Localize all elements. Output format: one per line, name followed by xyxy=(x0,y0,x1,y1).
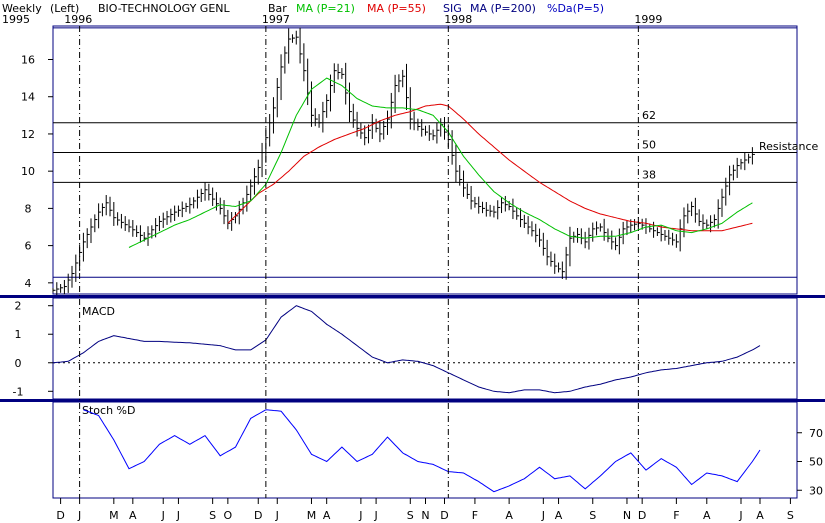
month-label: A xyxy=(703,509,711,522)
price-y-tick-label: 12 xyxy=(21,128,35,141)
year-labels: 1995 1996 1997 1998 1999 xyxy=(2,13,662,26)
stoch-panel-frame xyxy=(52,401,798,499)
month-label: S xyxy=(787,509,794,522)
month-label: D xyxy=(254,509,262,522)
year-label: 1996 xyxy=(64,13,92,26)
fib-level-label: 38 xyxy=(642,168,656,181)
month-label: J xyxy=(176,509,180,522)
month-label: N xyxy=(421,509,429,522)
price-y-tick-label: 16 xyxy=(21,54,35,67)
month-label: A xyxy=(555,509,563,522)
month-label: J xyxy=(358,509,362,522)
price-y-tick-label: 8 xyxy=(25,202,32,215)
price-y-tick-label: 6 xyxy=(25,240,32,253)
month-label: M xyxy=(307,509,317,522)
month-label: J xyxy=(738,509,742,522)
month-label: J xyxy=(275,509,279,522)
month-label: S xyxy=(209,509,216,522)
year-label: 1999 xyxy=(634,13,662,26)
year-label: 1998 xyxy=(444,13,472,26)
month-label: S xyxy=(589,509,596,522)
macd-panel: MACD -1 0 1 2 xyxy=(13,297,798,400)
price-panel-frame xyxy=(52,25,798,295)
price-panel: 62 50 38 4 6 8 10 12 14 16 Resistance xyxy=(21,25,819,298)
macd-line xyxy=(52,305,761,394)
month-label: A xyxy=(323,509,331,522)
fib-level-label: 50 xyxy=(642,139,656,152)
month-label: A xyxy=(505,509,513,522)
stoch-y-tick-label: 70 xyxy=(809,427,823,440)
macd-y-tick-label: 0 xyxy=(15,357,22,370)
stoch-y-tick-label: 30 xyxy=(809,484,823,497)
month-label: M xyxy=(109,509,119,522)
macd-y-tick-label: -1 xyxy=(13,385,24,398)
month-label: N xyxy=(623,509,631,522)
header-axis-side: (Left) xyxy=(50,2,79,15)
resistance-annotation: Resistance xyxy=(759,140,819,153)
month-label: F xyxy=(673,509,679,522)
ma21-line xyxy=(128,77,753,248)
month-label: D xyxy=(56,509,64,522)
month-label: F xyxy=(472,509,478,522)
legend-ma21: MA (P=21) xyxy=(296,2,355,15)
panel-separator-1 xyxy=(0,295,825,298)
panel-separator-2 xyxy=(0,399,825,402)
price-y-tick-label: 14 xyxy=(21,91,35,104)
year-label: 1997 xyxy=(262,13,290,26)
macd-y-tick-label: 2 xyxy=(15,300,22,313)
fib-level-label: 62 xyxy=(642,109,656,122)
header-period: Weekly xyxy=(2,2,42,15)
price-y-tick-label: 4 xyxy=(25,277,32,290)
legend-ma55: MA (P=55) xyxy=(367,2,426,15)
stoch-line xyxy=(83,409,761,493)
macd-y-tick-label: 1 xyxy=(15,328,22,341)
price-y-tick-label: 10 xyxy=(21,165,35,178)
legend-ma200: MA (P=200) xyxy=(470,2,536,15)
month-label: J xyxy=(77,509,81,522)
stoch-panel: Stoch %D 30 50 70 xyxy=(52,401,823,499)
stoch-label: Stoch %D xyxy=(82,404,135,417)
month-label: S xyxy=(407,509,414,522)
header-security: BIO-TECHNOLOGY GENL xyxy=(98,2,231,15)
macd-label: MACD xyxy=(82,305,115,318)
header: Weekly (Left) BIO-TECHNOLOGY GENL Bar MA… xyxy=(2,2,604,15)
legend-sig: SIG xyxy=(443,2,462,15)
stoch-y-tick-label: 50 xyxy=(809,456,823,469)
month-label: A xyxy=(756,509,764,522)
year-label: 1995 xyxy=(2,13,30,26)
month-label: O xyxy=(224,509,233,522)
month-label: J xyxy=(161,509,165,522)
month-label: D xyxy=(638,509,646,522)
month-label: D xyxy=(440,509,448,522)
legend-pctd: %Da(P=5) xyxy=(547,2,604,15)
month-label: J xyxy=(541,509,545,522)
month-label: J xyxy=(373,509,377,522)
ma55-line xyxy=(227,103,753,232)
month-label: A xyxy=(129,509,137,522)
header-style: Bar xyxy=(268,2,287,15)
year-dividers xyxy=(79,26,639,498)
macd-panel-frame xyxy=(52,297,798,400)
